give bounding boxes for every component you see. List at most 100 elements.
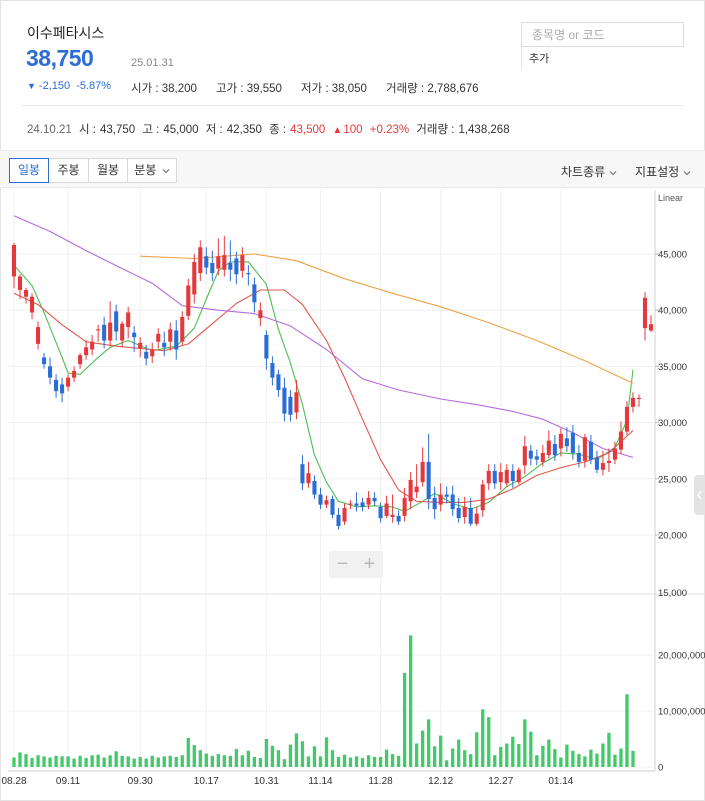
candle-body <box>474 513 479 524</box>
price-tick-label: 40,000 <box>658 306 687 317</box>
volume-bar <box>300 741 305 767</box>
volume-bar <box>240 755 245 767</box>
volume-bar <box>366 755 371 767</box>
candle-body <box>570 432 575 453</box>
candle-body <box>504 469 509 484</box>
candle-body <box>426 461 431 500</box>
candle-body <box>618 431 623 450</box>
volume-bar <box>475 732 479 767</box>
volume-bar <box>354 756 359 767</box>
volume-bar <box>150 755 154 767</box>
volume-bar <box>306 756 311 767</box>
volume-bar <box>439 735 443 767</box>
stock-search-box[interactable] <box>521 22 684 47</box>
search-input[interactable] <box>522 23 683 46</box>
candle-body <box>54 379 59 392</box>
candle-body <box>288 396 293 415</box>
price-tick-label: 30,000 <box>658 418 687 429</box>
candle-body <box>402 497 407 516</box>
zoom-out-button[interactable]: − <box>336 553 349 575</box>
tab-minute[interactable]: 분봉 <box>127 158 177 183</box>
volume-bar <box>210 755 214 767</box>
candle-body <box>132 332 137 338</box>
add-button[interactable]: 추가 <box>529 53 550 65</box>
volume-bar <box>535 755 539 767</box>
x-tick-label: 09.11 <box>56 776 81 787</box>
info-high: 45,000 <box>163 124 199 136</box>
candle-body <box>198 247 203 274</box>
volume-bar <box>72 758 76 767</box>
open-price: 시가 : 38,200 <box>131 83 197 95</box>
volume-bar <box>198 750 202 767</box>
x-tick-label: 01.14 <box>548 776 573 787</box>
volume-bar <box>324 737 329 767</box>
volume-bar <box>336 756 341 767</box>
volume-bar <box>132 758 136 767</box>
volume-tick-label: 10,000,000 <box>658 707 705 718</box>
volume-bar <box>451 748 455 767</box>
volume-bar <box>595 753 599 767</box>
volume-bar <box>252 756 257 767</box>
candle-body <box>138 342 143 349</box>
info-close: 43,500 <box>290 124 326 136</box>
volume-bar <box>517 744 521 767</box>
side-panel-handle[interactable] <box>694 475 705 515</box>
price-date: 25.01.31 <box>131 57 174 69</box>
candle-body <box>294 392 299 413</box>
candle-body <box>546 440 551 456</box>
candle-body <box>450 494 455 510</box>
price-volume-chart[interactable]: 08.28 09.11 09.30 10.17 10.31 11.14 11.28 12.12… <box>0 188 705 801</box>
volume-tick-label: 0 <box>658 763 663 774</box>
x-tick-label: 08.28 <box>1 776 26 787</box>
candle-body <box>186 285 191 316</box>
volume-bar <box>469 754 473 767</box>
candle-body <box>552 443 557 456</box>
candle-body <box>582 437 587 461</box>
volume-bar <box>48 757 52 767</box>
zoom-control: − + <box>329 551 383 578</box>
candle-body <box>462 506 467 518</box>
info-change: 100 <box>343 124 363 136</box>
volume-bar <box>342 754 347 767</box>
candle-body <box>35 327 41 344</box>
volume-bar <box>222 755 226 767</box>
price-tick-label: 15,000 <box>658 588 687 599</box>
chevron-down-icon <box>162 168 170 174</box>
tab-daily[interactable]: 일봉 <box>9 158 49 183</box>
volume-bar <box>613 754 617 767</box>
divider <box>22 105 684 106</box>
candle-body <box>456 508 461 519</box>
volume-bar <box>312 746 317 767</box>
candle-body <box>576 452 581 462</box>
candle-body <box>378 506 383 519</box>
x-tick-label: 10.17 <box>194 776 219 787</box>
candle-body <box>96 329 101 331</box>
info-date: 24.10.21 <box>27 124 72 136</box>
zoom-in-button[interactable]: + <box>363 553 376 575</box>
volume-bar <box>204 753 208 767</box>
tab-monthly[interactable]: 월봉 <box>88 158 128 183</box>
volume-bar <box>246 750 251 767</box>
volume-bar <box>126 756 130 767</box>
volume-bar <box>481 709 485 767</box>
volume-bar <box>66 756 70 767</box>
candle-body <box>336 514 341 527</box>
candle-body <box>48 366 53 378</box>
chart-type-dropdown[interactable]: 차트종류 <box>561 163 617 180</box>
candle-body <box>648 324 654 331</box>
info-open: 43,750 <box>99 124 136 136</box>
indicator-settings-dropdown[interactable]: 지표설정 <box>635 163 691 180</box>
volume-bar <box>541 745 545 767</box>
price-tick-label: 45,000 <box>658 250 687 261</box>
volume-bar <box>144 758 148 767</box>
chevron-down-icon <box>609 170 616 176</box>
moving-average-line-ma5 <box>13 261 634 512</box>
tab-weekly[interactable]: 주봉 <box>48 158 89 183</box>
x-tick-label: 10.31 <box>254 776 279 787</box>
volume-bar <box>583 756 587 767</box>
info-volume: 1,438,268 <box>458 124 510 136</box>
volume-bar <box>228 755 232 767</box>
candle-body <box>60 384 65 394</box>
volume-bar <box>625 694 629 767</box>
candle-body <box>324 500 329 505</box>
